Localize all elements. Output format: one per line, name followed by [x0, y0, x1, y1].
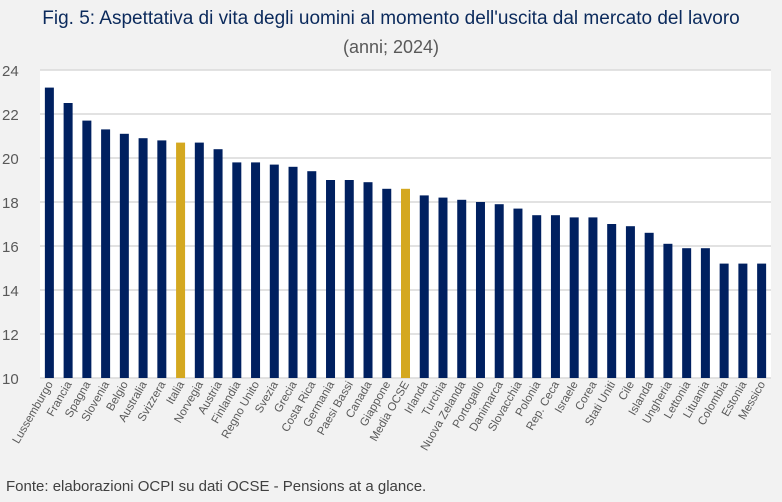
bar — [607, 224, 617, 378]
bar — [475, 202, 485, 378]
bar — [644, 232, 654, 378]
y-tick-label: 10 — [2, 371, 19, 388]
bar — [700, 248, 710, 378]
bar — [251, 162, 261, 378]
bar — [513, 208, 523, 378]
bar — [232, 162, 242, 378]
bar — [532, 215, 542, 378]
bar — [682, 248, 692, 378]
bar — [326, 180, 336, 378]
bar — [569, 217, 579, 378]
bar — [757, 263, 767, 378]
bar — [82, 120, 92, 378]
y-tick-label: 24 — [2, 63, 19, 80]
bar — [588, 217, 598, 378]
source-note: Fonte: elaborazioni OCPI su dati OCSE - … — [6, 478, 427, 495]
bar — [625, 226, 635, 378]
y-tick-label: 14 — [2, 283, 19, 300]
bar — [213, 149, 223, 378]
y-tick-label: 16 — [2, 239, 19, 256]
chart-subtitle: (anni; 2024) — [342, 37, 440, 57]
bar — [307, 171, 317, 378]
bar — [63, 103, 73, 378]
bar — [419, 195, 429, 378]
bar — [269, 164, 279, 378]
bar — [44, 87, 54, 378]
bar — [382, 188, 392, 378]
bar — [363, 182, 373, 378]
bar — [494, 204, 504, 378]
bar — [194, 142, 204, 378]
bar — [344, 180, 354, 378]
y-tick-label: 18 — [2, 195, 19, 212]
bar — [550, 215, 560, 378]
y-tick-label: 20 — [2, 151, 19, 168]
bar — [663, 243, 673, 378]
bar — [119, 133, 129, 378]
bar — [401, 188, 410, 378]
bar — [176, 142, 186, 378]
bar — [288, 166, 298, 378]
bar — [438, 197, 448, 378]
y-tick-label: 12 — [2, 327, 19, 344]
chart-title: Fig. 5: Aspettativa di vita degli uomini… — [42, 8, 740, 29]
bar — [719, 263, 729, 378]
bar — [138, 138, 148, 378]
y-tick-label: 22 — [2, 107, 19, 124]
bar — [157, 140, 167, 378]
bar — [738, 263, 748, 378]
bar — [457, 199, 467, 378]
bar — [101, 129, 111, 378]
